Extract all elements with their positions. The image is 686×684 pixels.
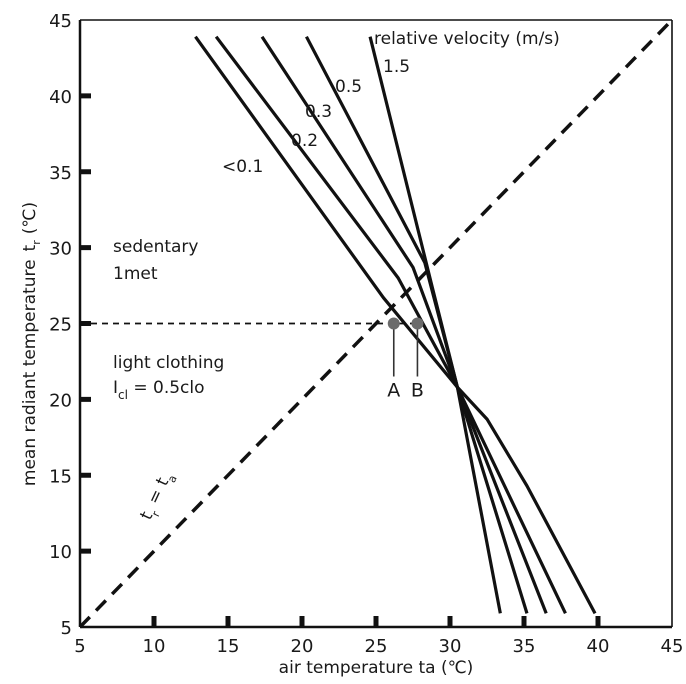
y-axis-title-unit: (℃): [20, 202, 40, 234]
annotation-sedentary: sedentary: [113, 237, 198, 257]
ticks: 5 10 15 20 25 30 35 40 45 5 10 15 20 25 30 35 40 45: [49, 11, 683, 657]
y-tick-label-20: 20: [49, 390, 72, 411]
series-line-2: [260, 35, 548, 614]
y-tick-label-45: 45: [49, 11, 72, 32]
series-group: <0.1 0.2 0.30.5 1.5: [194, 35, 597, 615]
y-tick-label-10: 10: [49, 542, 72, 563]
marker-label-0: A: [387, 380, 400, 402]
x-tick-label-35: 35: [513, 636, 536, 657]
diagonal-label: tr=ta: [136, 469, 179, 525]
x-tick-label-45: 45: [661, 636, 684, 657]
y-tick-label-25: 25: [49, 315, 72, 336]
reference-lines: [78, 18, 674, 629]
x-tick-label-5: 5: [74, 636, 85, 657]
series-label-4: 1.5: [383, 57, 410, 77]
y-tick-label-15: 15: [49, 466, 72, 487]
icl-value: = 0.5clo: [128, 378, 205, 398]
svg-text:tr=ta: tr=ta: [136, 469, 179, 525]
y-tick-label-30: 30: [49, 239, 72, 260]
series-label-2: 0.3: [305, 102, 332, 122]
series-line-0: [194, 35, 502, 614]
y-axis-title-symbol: t: [20, 244, 40, 251]
y-tick-label-5: 5: [61, 618, 72, 639]
icl-symbol: I: [113, 378, 118, 398]
diagonal-equals: =: [144, 486, 168, 507]
series-label-0: <0.1: [222, 157, 263, 177]
series-label-3: 0.5: [335, 77, 362, 97]
legend-title: relative velocity (m/s): [374, 29, 560, 49]
x-tick-label-20: 20: [291, 636, 314, 657]
y-tick-label-35: 35: [49, 163, 72, 184]
marker-label-1: B: [411, 380, 424, 402]
x-tick-label-30: 30: [439, 636, 462, 657]
diagonal-ta-sub: a: [165, 473, 180, 485]
annotation-met: 1met: [113, 264, 158, 284]
marker-point-1: [411, 317, 424, 330]
series-line-4: [368, 36, 597, 615]
line-tr-equals-ta: [78, 18, 674, 629]
series-label-1: 0.2: [291, 131, 318, 151]
x-tick-label-10: 10: [143, 636, 166, 657]
annotation-clothing: light clothing: [113, 353, 224, 373]
y-axis-title-text: mean radiant temperature: [20, 259, 40, 486]
x-axis-title: air temperature ta (℃): [279, 658, 474, 678]
x-tick-label-40: 40: [587, 636, 610, 657]
x-tick-label-15: 15: [217, 636, 240, 657]
svg-text:mean radiant temperaturetr(℃): mean radiant temperature tr (℃): [20, 202, 43, 486]
y-axis-title-sub: r: [30, 240, 43, 245]
diagonal-tr-sub: r: [149, 509, 163, 519]
x-tick-label-25: 25: [365, 636, 388, 657]
series-line-1: [214, 35, 529, 614]
y-axis-title: mean radiant temperature tr (℃): [20, 202, 43, 486]
marker-point-0: [387, 317, 400, 330]
icl-subscript: cl: [118, 388, 128, 402]
y-tick-label-40: 40: [49, 87, 72, 108]
annotation-clothing-insulation: Icl = 0.5clo: [113, 378, 205, 402]
